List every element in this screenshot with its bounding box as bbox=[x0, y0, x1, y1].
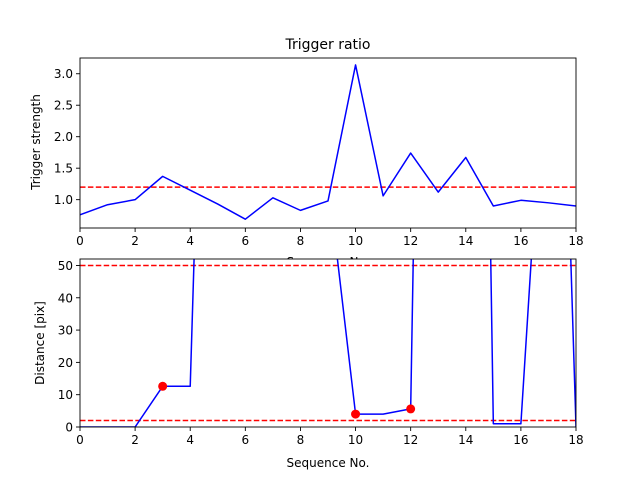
bottom-x-tick-label: 6 bbox=[242, 433, 250, 447]
bottom-y-tick-label: 20 bbox=[58, 356, 73, 370]
bottom-subplot: Distance [pix] Sequence No. 0 2 4 6 8 10 12 14 1… bbox=[33, 258, 584, 470]
bottom-marker-point bbox=[351, 409, 361, 419]
top-subplot: Trigger ratio Trigger strength Sequence … bbox=[29, 37, 584, 269]
bottom-x-tick-label: 10 bbox=[348, 433, 363, 447]
bottom-x-tick-label: 4 bbox=[186, 433, 194, 447]
top-x-tick-label: 8 bbox=[297, 234, 305, 248]
bottom-x-tick-label: 8 bbox=[297, 433, 305, 447]
bottom-y-tick-label: 30 bbox=[58, 324, 73, 338]
top-x-tick-label: 18 bbox=[568, 234, 583, 248]
top-y-tick-label: 2.0 bbox=[54, 130, 73, 144]
top-axes-frame bbox=[79, 57, 577, 229]
top-y-tick-label: 1.0 bbox=[54, 193, 73, 207]
bottom-y-tick-label: 50 bbox=[58, 259, 73, 273]
bottom-x-tick-label: 0 bbox=[76, 433, 84, 447]
bottom-marker-point bbox=[406, 404, 416, 414]
bottom-x-tick-label: 12 bbox=[403, 433, 418, 447]
top-y-tick-label: 2.5 bbox=[54, 99, 73, 113]
bottom-plot-background bbox=[80, 259, 576, 427]
top-chart-title: Trigger ratio bbox=[284, 37, 370, 53]
top-x-tick-label: 4 bbox=[186, 234, 194, 248]
bottom-y-tick-label: 40 bbox=[58, 291, 73, 305]
top-y-tick-label: 1.5 bbox=[54, 162, 73, 176]
bottom-x-axis-label: Sequence No. bbox=[287, 456, 370, 470]
top-x-tick-label: 12 bbox=[403, 234, 418, 248]
top-x-tick-label: 14 bbox=[458, 234, 473, 248]
bottom-y-axis-label: Distance [pix] bbox=[33, 301, 47, 385]
top-y-axis-label: Trigger strength bbox=[29, 94, 43, 191]
bottom-x-tick-label: 14 bbox=[458, 433, 473, 447]
bottom-axes-frame bbox=[79, 258, 577, 428]
top-x-tick-label: 0 bbox=[76, 234, 84, 248]
bottom-y-tick-label: 10 bbox=[58, 388, 73, 402]
bottom-y-tick-label: 0 bbox=[65, 421, 73, 435]
top-x-tick-label: 16 bbox=[513, 234, 528, 248]
bottom-x-tick-label: 16 bbox=[513, 433, 528, 447]
top-series-line bbox=[80, 64, 576, 220]
top-x-tick-label: 10 bbox=[348, 234, 363, 248]
top-y-tick-label: 3.0 bbox=[54, 67, 73, 81]
top-x-tick-label: 6 bbox=[242, 234, 250, 248]
bottom-x-tick-label: 2 bbox=[131, 433, 139, 447]
top-x-tick-label: 2 bbox=[131, 234, 139, 248]
bottom-x-tick-label: 18 bbox=[568, 433, 583, 447]
bottom-marker-point bbox=[158, 381, 168, 391]
